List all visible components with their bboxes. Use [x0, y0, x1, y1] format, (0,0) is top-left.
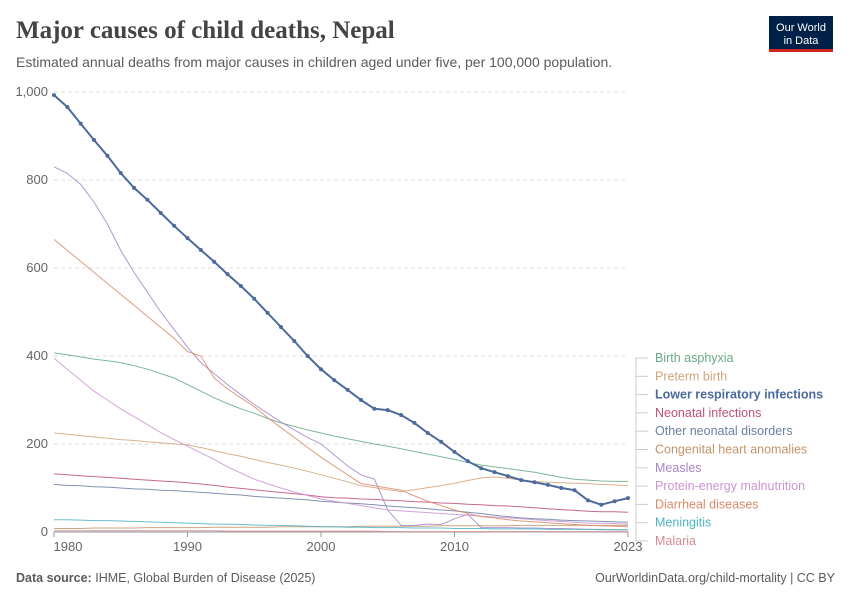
data-point	[452, 449, 457, 454]
data-point	[105, 153, 110, 158]
legend-label: Protein-energy malnutrition	[655, 479, 805, 493]
x-tick-label: 2010	[440, 539, 469, 554]
data-point	[305, 354, 310, 358]
legend-label: Measles	[655, 461, 702, 475]
chart-subtitle: Estimated annual deaths from major cause…	[16, 54, 612, 70]
data-point	[225, 272, 230, 277]
data-point	[185, 236, 190, 241]
y-tick-label: 1,000	[15, 84, 48, 99]
data-point	[118, 170, 123, 175]
series-line	[53, 166, 628, 531]
legend-label: Lower respiratory infections	[655, 388, 823, 402]
data-point	[439, 439, 444, 444]
y-tick-label: 800	[26, 172, 48, 187]
data-point	[425, 431, 430, 435]
data-point	[572, 488, 577, 493]
data-point	[479, 466, 484, 471]
data-point	[65, 104, 70, 109]
series-line	[53, 352, 628, 482]
data-point	[145, 197, 150, 202]
logo[interactable]	[769, 16, 833, 52]
plot-area: 0 200 400 600 800 1,000 1980 1990 2000 2010 2023 Bi…	[15, 84, 823, 554]
legend-label: Preterm birth	[655, 369, 727, 383]
data-point	[92, 137, 97, 142]
series-line	[53, 239, 629, 528]
legend-label: Other neonatal disorders	[655, 424, 793, 438]
data-point	[532, 480, 537, 485]
data-point	[359, 398, 364, 402]
data-point	[585, 498, 590, 503]
data-point	[318, 367, 323, 372]
legend-label: Birth asphyxia	[655, 351, 734, 365]
logo-text: in Data	[784, 35, 820, 47]
footer-link[interactable]: OurWorldinData.org/child-mortality | CC …	[595, 571, 836, 585]
data-point	[172, 223, 177, 228]
data-point	[52, 93, 56, 98]
legend-label: Neonatal infections	[655, 406, 761, 420]
data-point	[278, 324, 283, 329]
data-point	[399, 412, 404, 417]
data-point	[132, 185, 137, 190]
legend-label: Malaria	[655, 534, 696, 548]
chart-title: Major causes of child deaths, Nepal	[16, 17, 395, 44]
series-line	[53, 357, 629, 525]
y-tick-label: 400	[26, 348, 48, 363]
y-tick-label: 200	[26, 436, 48, 451]
data-point	[545, 482, 550, 487]
data-point	[158, 211, 163, 215]
footer-source: Data source: IHME, Global Burden of Dise…	[16, 571, 315, 585]
series-line	[53, 473, 629, 513]
data-point	[412, 420, 417, 425]
data-point	[519, 478, 524, 483]
x-tick-label: 2000	[307, 539, 336, 554]
x-tick-label: 1980	[54, 539, 83, 554]
data-point	[372, 406, 377, 411]
data-point	[465, 459, 470, 464]
data-point	[612, 499, 617, 504]
data-point	[78, 121, 83, 126]
data-point	[198, 247, 203, 252]
data-point	[332, 378, 337, 383]
source-label: Data source:	[16, 571, 92, 585]
data-point	[559, 486, 564, 490]
logo-text: Our World	[776, 22, 826, 34]
data-point	[238, 284, 243, 289]
data-point	[626, 496, 630, 501]
series-line	[53, 94, 629, 506]
data-point	[505, 474, 510, 479]
data-point	[292, 339, 297, 344]
logo-bar	[769, 49, 833, 52]
source-text: IHME, Global Burden of Disease (2025)	[95, 571, 315, 585]
data-point	[385, 408, 390, 413]
legend-label: Congenital heart anomalies	[655, 443, 807, 457]
series-line	[54, 519, 628, 531]
data-point	[265, 310, 270, 315]
x-tick-label: 1990	[173, 539, 202, 554]
legend-label: Diarrheal diseases	[655, 497, 759, 511]
x-tick-label: 2023	[614, 539, 643, 554]
data-point	[212, 259, 217, 264]
data-point	[492, 470, 497, 475]
legend-label: Meningitis	[655, 516, 711, 530]
y-tick-label: 600	[26, 260, 48, 275]
data-point	[252, 296, 257, 301]
data-point	[599, 502, 604, 507]
series-line	[54, 530, 628, 533]
data-point	[345, 387, 350, 392]
y-tick-label: 0	[41, 524, 48, 539]
